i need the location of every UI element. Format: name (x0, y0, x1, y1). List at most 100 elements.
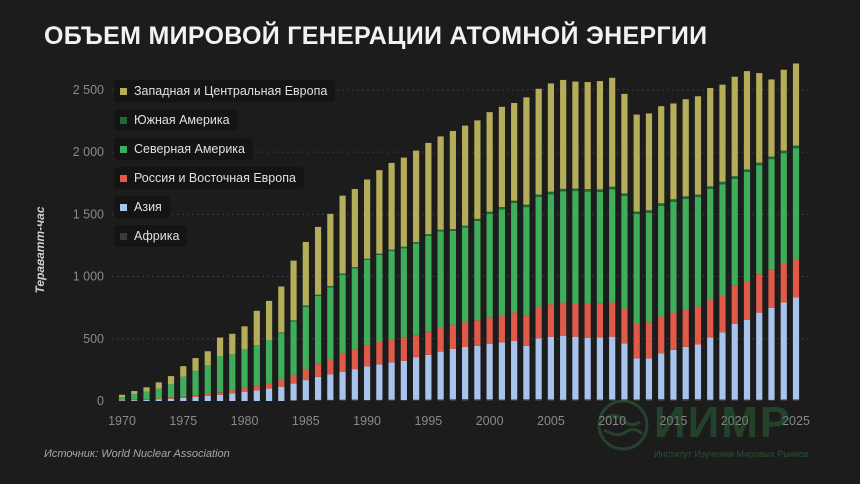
y-tick-label: 0 (97, 394, 104, 408)
bar-segment (486, 344, 493, 400)
bar-segment (731, 285, 738, 324)
bar-segment (511, 202, 518, 313)
bar-segment (155, 398, 162, 400)
bar-segment (584, 191, 591, 304)
bar-segment (658, 203, 665, 206)
bar-segment (204, 365, 211, 395)
bar-segment (425, 235, 432, 332)
bar-segment (535, 338, 542, 400)
bar-segment (596, 399, 604, 401)
bar-segment (351, 399, 358, 401)
bar-segment (118, 400, 126, 401)
bar-segment (241, 387, 248, 392)
chart-title: ОБЪЕМ МИРОВОЙ ГЕНЕРАЦИИ АТОМНОЙ ЭНЕРГИИ (44, 22, 708, 50)
bar-segment (180, 366, 187, 377)
bar-segment (314, 399, 322, 401)
bar-segment (474, 220, 481, 321)
bar-segment (523, 345, 530, 400)
legend-item: Западная и Центральная Европа (114, 80, 336, 102)
y-tick-label: 1 500 (73, 207, 104, 221)
bar-segment (290, 374, 297, 384)
legend-label: Африка (134, 229, 180, 243)
bar-segment (290, 320, 297, 322)
bar-segment (743, 399, 751, 401)
bar-segment (474, 345, 481, 400)
bar-segment (658, 353, 665, 400)
bar-segment (388, 251, 395, 340)
bar-segment (780, 150, 787, 154)
bar-segment (609, 186, 616, 190)
bar-segment (584, 337, 591, 400)
bar-segment (584, 189, 591, 192)
bar-segment (143, 399, 150, 400)
bar-segment (216, 337, 224, 357)
bar-segment (621, 93, 628, 194)
bar-segment (302, 305, 309, 307)
bar-segment (425, 234, 432, 236)
legend-swatch (120, 203, 127, 211)
bar-segment (792, 258, 800, 298)
bar-segment (253, 310, 260, 345)
bar-segment (216, 394, 224, 401)
bar-segment (780, 153, 787, 264)
bar-segment (216, 392, 224, 395)
bar-segment (155, 382, 162, 389)
bar-segment (743, 71, 751, 170)
bar-segment (290, 383, 297, 401)
bar-segment (780, 69, 787, 151)
bar-segment (780, 302, 787, 400)
bar-segment (743, 171, 751, 282)
bar-segment (363, 344, 371, 367)
bar-segment (621, 343, 628, 400)
bar-segment (596, 191, 604, 304)
bar-segment (486, 213, 493, 318)
bar-segment (241, 349, 248, 388)
bar-segment (327, 399, 334, 401)
bar-segment (413, 399, 420, 401)
bar-segment (118, 400, 126, 401)
bar-segment (584, 82, 591, 190)
bar-segment (388, 399, 395, 401)
bar-segment (670, 201, 677, 313)
bar-segment (694, 306, 702, 345)
bar-segment (302, 400, 309, 401)
bar-segment (719, 332, 726, 400)
bar-segment (314, 363, 322, 377)
bar-segment (400, 248, 407, 338)
bar-segment (376, 253, 383, 255)
bar-segment (498, 206, 505, 210)
bar-segment (474, 218, 481, 221)
bar-segment (560, 302, 567, 336)
bar-segment (792, 148, 800, 259)
bar-segment (167, 397, 175, 399)
bar-segment (425, 354, 432, 400)
bar-segment (682, 399, 689, 401)
bar-segment (314, 376, 322, 400)
bar-segment (792, 297, 800, 400)
bar-segment (645, 113, 653, 211)
bar-segment (560, 191, 567, 303)
bar-segment (658, 205, 665, 317)
bar-segment (756, 399, 763, 401)
bar-segment (584, 399, 591, 401)
bar-segment (229, 393, 236, 401)
bar-segment (351, 267, 358, 269)
bar-segment (694, 399, 702, 401)
bar-segment (351, 349, 358, 370)
bar-segment (670, 349, 677, 400)
y-tick-label: 2 500 (73, 83, 104, 97)
bar-segment (155, 388, 162, 399)
bar-segment (707, 337, 714, 400)
bar-segment (682, 309, 689, 347)
bar-segment (290, 260, 297, 321)
x-tick-label: 2025 (782, 414, 810, 428)
bar-segment (474, 120, 481, 219)
bar-segment (670, 199, 677, 202)
bar-segment (621, 399, 628, 401)
bar-segment (670, 312, 677, 350)
bar-segment (596, 337, 604, 400)
bar-segment (462, 346, 469, 400)
bar-segment (241, 326, 248, 350)
bar-segment (192, 395, 199, 398)
bar-segment (449, 399, 456, 401)
